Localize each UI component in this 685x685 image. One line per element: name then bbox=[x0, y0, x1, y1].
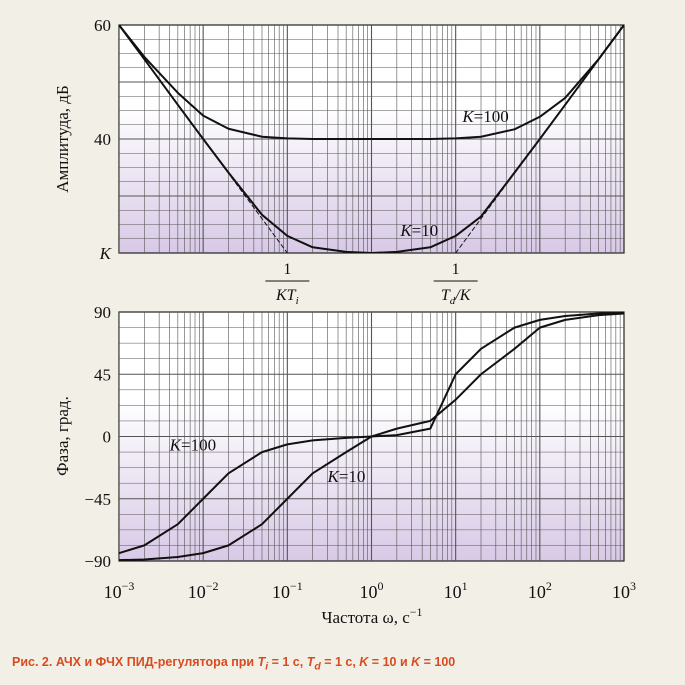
phase-x-tick-label: 10−2 bbox=[188, 579, 219, 602]
phase-y-tick-label: −45 bbox=[84, 490, 111, 509]
phase-curve-label-value: =10 bbox=[339, 467, 366, 486]
phase-curve-label-symbol: K bbox=[326, 467, 340, 486]
caption-prefix: Рис. 2. АЧХ и ФЧХ ПИД-регулятора при bbox=[12, 655, 258, 669]
caption-k2-symbol: K bbox=[411, 655, 421, 669]
phase-x-tick-exponent: −1 bbox=[290, 579, 303, 593]
corner-label-denominator-symbol: T bbox=[441, 287, 451, 304]
phase-y-tick-label: 90 bbox=[94, 303, 111, 322]
phase-x-tick-exponent: −2 bbox=[206, 579, 219, 593]
amplitude-y-ticks: 60 40 K bbox=[94, 16, 113, 263]
corner-label-denominator: KTi bbox=[275, 287, 299, 307]
figure-caption: Рис. 2. АЧХ и ФЧХ ПИД-регулятора при Ti … bbox=[12, 655, 677, 673]
caption-k1-value: = 10 и bbox=[368, 655, 412, 669]
corner-label-1-over-kti: 1 KTi bbox=[265, 261, 310, 307]
phase-x-label-exponent: −1 bbox=[410, 605, 423, 619]
amplitude-series-asymptote-high bbox=[455, 25, 624, 253]
phase-y-ticks: 90 45 0 −45 −90 bbox=[84, 303, 111, 571]
caption-ti-subscript: i bbox=[265, 661, 269, 673]
phase-x-tick-base: 10 bbox=[188, 582, 206, 602]
corner-label-denominator-subscript: i bbox=[296, 295, 299, 307]
corner-label-numerator: 1 bbox=[283, 261, 291, 278]
phase-x-tick-base: 10 bbox=[528, 582, 546, 602]
amplitude-curve-label: K=100 bbox=[461, 107, 508, 126]
phase-x-tick-exponent: 0 bbox=[378, 579, 384, 593]
phase-x-axis-label: Частота ω, с−1 bbox=[321, 605, 422, 627]
phase-x-tick-base: 10 bbox=[360, 582, 378, 602]
amplitude-y-axis-label: Амплитуда, дБ bbox=[53, 85, 72, 192]
phase-x-tick-exponent: −3 bbox=[122, 579, 135, 593]
phase-x-ticks: 10−3 10−2 10−1 100 101 102 103 bbox=[104, 579, 636, 602]
corner-label-numerator: 1 bbox=[452, 261, 460, 278]
phase-y-tick-label: −90 bbox=[84, 552, 111, 571]
amplitude-series-asymptote-low bbox=[119, 25, 288, 253]
caption-td-subscript: d bbox=[314, 661, 321, 673]
amplitude-curve-label-value: =10 bbox=[412, 221, 439, 240]
corner-label-1-over-td-k: 1Td/K bbox=[433, 261, 478, 307]
phase-x-tick-label: 101 bbox=[444, 579, 468, 602]
phase-x-label-text: Частота ω, с bbox=[321, 608, 410, 627]
phase-curves bbox=[119, 312, 624, 561]
phase-y-tick-label: 45 bbox=[94, 365, 111, 384]
phase-y-axis-label: Фаза, град. bbox=[53, 396, 72, 476]
phase-x-tick-exponent: 3 bbox=[630, 579, 636, 593]
phase-x-tick-base: 10 bbox=[444, 582, 462, 602]
phase-curve-label-symbol: K bbox=[169, 435, 183, 454]
phase-x-tick-label: 10−3 bbox=[104, 579, 135, 602]
phase-y-tick-label: 0 bbox=[103, 428, 112, 447]
phase-series-k-10 bbox=[119, 312, 624, 561]
caption-ti-symbol: T bbox=[257, 655, 266, 669]
phase-x-tick-label: 10−1 bbox=[272, 579, 303, 602]
amplitude-series-k-100 bbox=[119, 25, 624, 140]
phase-x-tick-base: 10 bbox=[272, 582, 290, 602]
phase-curve-label: K=100 bbox=[169, 435, 216, 454]
caption-td-symbol: T bbox=[306, 655, 315, 669]
phase-x-tick-exponent: 2 bbox=[546, 579, 552, 593]
phase-x-tick-base: 10 bbox=[612, 582, 630, 602]
caption-k1-symbol: K bbox=[359, 655, 369, 669]
amplitude-curve-label-value: =100 bbox=[474, 107, 509, 126]
amplitude-y-tick-label: 40 bbox=[94, 130, 111, 149]
amplitude-curve-label: K=10 bbox=[399, 221, 438, 240]
corner-label-denominator-symbol: KT bbox=[275, 287, 297, 304]
caption-k2-value: = 100 bbox=[420, 655, 456, 669]
corner-label-denominator-subscript: d bbox=[450, 295, 456, 307]
phase-x-tick-exponent: 1 bbox=[462, 579, 468, 593]
amplitude-curves bbox=[119, 25, 624, 253]
phase-curve-label-value: =100 bbox=[181, 435, 216, 454]
corner-label-denominator-tail: /K bbox=[454, 287, 471, 304]
phase-x-tick-label: 100 bbox=[360, 579, 384, 602]
amplitude-curve-label-symbol: K bbox=[461, 107, 475, 126]
amplitude-y-tick-label: K bbox=[99, 244, 113, 263]
amplitude-y-tick-label: 60 bbox=[94, 16, 111, 35]
corner-label-denominator: Td/K bbox=[441, 287, 472, 307]
caption-ti-value: = 1 с, bbox=[268, 655, 307, 669]
phase-x-tick-base: 10 bbox=[104, 582, 122, 602]
caption-td-value: = 1 с, bbox=[320, 655, 360, 669]
phase-x-tick-label: 103 bbox=[612, 579, 636, 602]
phase-curve-label: K=10 bbox=[326, 467, 365, 486]
phase-x-tick-label: 102 bbox=[528, 579, 552, 602]
amplitude-curve-label-symbol: K bbox=[399, 221, 413, 240]
